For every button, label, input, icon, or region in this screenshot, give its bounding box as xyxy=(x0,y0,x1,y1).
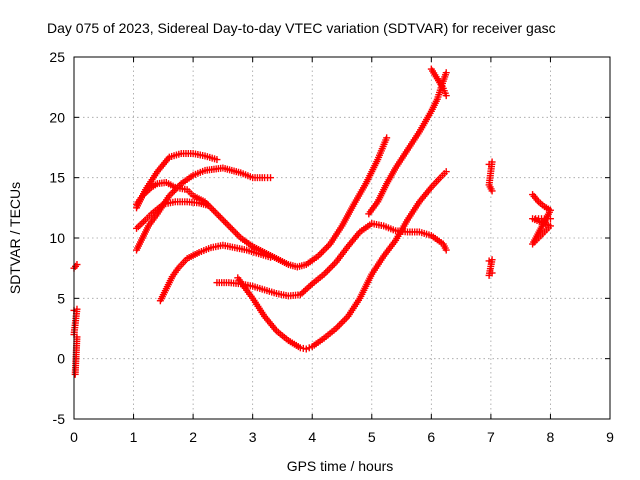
x-tick-label: 3 xyxy=(249,429,257,445)
data-point-marker xyxy=(330,260,338,268)
y-tick-label: 25 xyxy=(49,49,65,65)
data-point-marker xyxy=(223,220,231,228)
data-point-marker xyxy=(221,218,229,226)
grid-layer xyxy=(74,57,610,419)
data-point-marker xyxy=(321,245,329,253)
data-point-marker xyxy=(323,243,331,251)
data-point-marker xyxy=(442,246,450,254)
y-tick-label: 0 xyxy=(57,351,65,367)
data-point-marker xyxy=(327,263,335,271)
data-point-marker xyxy=(211,208,219,216)
data-point-marker xyxy=(546,215,554,223)
data-point-marker xyxy=(218,215,226,223)
data-point-marker xyxy=(383,134,391,142)
x-tick-label: 1 xyxy=(130,429,138,445)
y-axis-label: SDTVAR / TECUs xyxy=(7,182,23,294)
y-tick-label: 10 xyxy=(49,230,65,246)
chart-title: Day 075 of 2023, Sidereal Day-to-day VTE… xyxy=(47,20,556,36)
data-point-marker xyxy=(339,318,347,326)
data-point-marker xyxy=(204,201,212,209)
data-point-marker xyxy=(329,262,337,270)
data-point-marker xyxy=(213,156,221,164)
y-tick-label: -5 xyxy=(53,411,66,427)
x-tick-label: 2 xyxy=(189,429,197,445)
data-point-marker xyxy=(73,261,81,269)
data-point-marker xyxy=(442,69,450,77)
x-tick-label: 9 xyxy=(606,429,614,445)
data-point-marker xyxy=(71,370,79,378)
data-point-marker xyxy=(442,92,450,100)
y-tick-label: 15 xyxy=(49,170,65,186)
data-point-marker xyxy=(213,210,221,218)
marker-layer xyxy=(70,65,554,378)
data-point-marker xyxy=(318,249,326,257)
data-point-marker xyxy=(230,227,238,235)
data-point-marker xyxy=(232,229,240,237)
x-axis-label: GPS time / hours xyxy=(287,458,394,474)
y-tick-label: 20 xyxy=(49,109,65,125)
data-point-marker xyxy=(337,319,345,327)
data-point-marker xyxy=(322,268,330,276)
data-point-marker xyxy=(233,231,241,239)
x-tick-label: 5 xyxy=(368,429,376,445)
data-point-marker xyxy=(488,187,496,195)
data-point-marker xyxy=(228,225,236,233)
data-point-marker xyxy=(341,316,349,324)
data-point-marker xyxy=(267,253,275,261)
data-point-marker xyxy=(216,213,224,221)
y-tick-label: 5 xyxy=(57,290,65,306)
data-point-marker xyxy=(267,174,275,182)
data-point-marker xyxy=(324,267,332,275)
data-point-marker xyxy=(442,168,450,176)
data-point-marker xyxy=(215,212,223,220)
x-tick-label: 6 xyxy=(427,429,435,445)
x-tick-label: 7 xyxy=(487,429,495,445)
x-tick-label: 8 xyxy=(547,429,555,445)
data-point-marker xyxy=(225,222,233,230)
data-point-marker xyxy=(488,269,496,277)
data-point-marker xyxy=(210,206,218,214)
x-tick-label: 4 xyxy=(308,429,316,445)
data-point-marker xyxy=(227,224,235,232)
plot-frame xyxy=(73,56,611,420)
x-tick-label: 0 xyxy=(70,429,78,445)
data-point-marker xyxy=(208,205,216,213)
data-point-marker xyxy=(335,321,343,329)
data-point-marker xyxy=(325,265,333,273)
data-point-marker xyxy=(220,217,228,225)
data-point-marker xyxy=(334,323,342,331)
data-point-marker xyxy=(319,247,327,255)
